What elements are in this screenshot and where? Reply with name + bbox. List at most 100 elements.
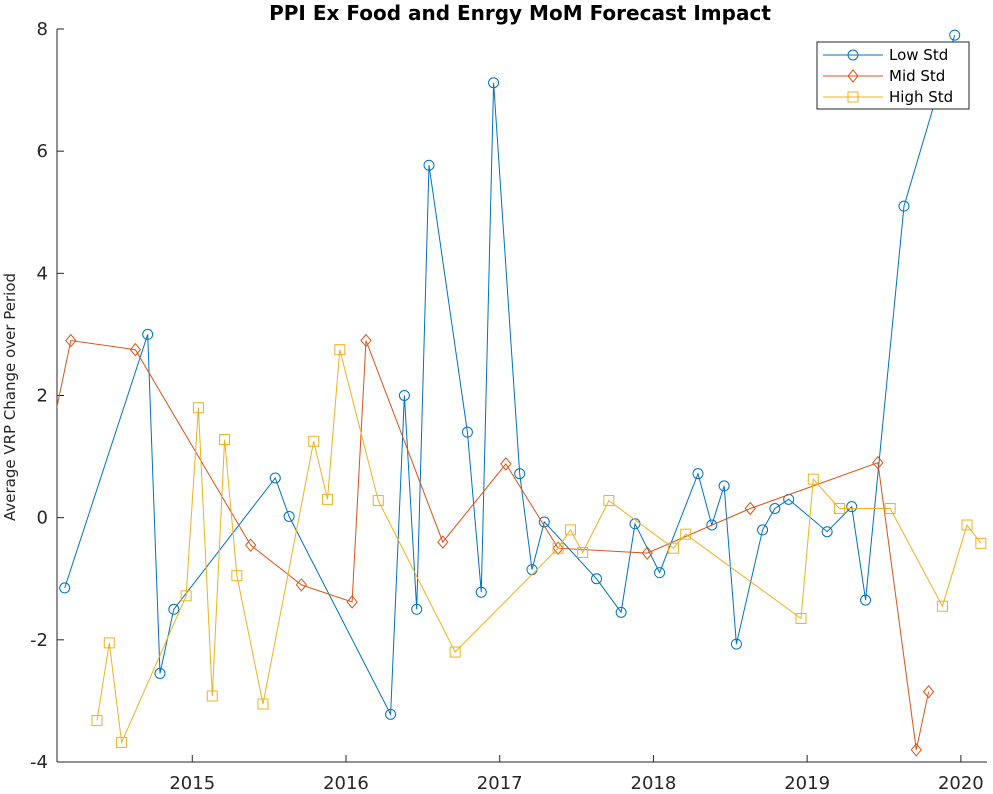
- data-point: [860, 594, 872, 606]
- data-point: [564, 524, 576, 536]
- data-point: [40, 460, 50, 472]
- data-point: [718, 480, 730, 492]
- data-point: [641, 546, 653, 560]
- data-point: [461, 426, 473, 438]
- axes: -4 -2 0 2 4 6 8 2015 2016 2017 2018 2019 2020: [30, 19, 987, 794]
- y-tick-label: -4: [30, 752, 48, 773]
- data-point: [245, 538, 257, 552]
- data-point: [706, 519, 718, 531]
- data-point: [219, 433, 231, 445]
- data-point: [411, 603, 423, 615]
- data-point: [116, 736, 128, 748]
- data-point: [514, 468, 526, 480]
- data-point: [488, 77, 500, 89]
- y-tick-label: 6: [37, 141, 48, 162]
- data-point: [385, 708, 397, 720]
- data-point: [922, 684, 935, 699]
- data-point: [884, 503, 896, 515]
- data-point: [449, 646, 461, 658]
- y-tick-label: -2: [30, 630, 48, 651]
- x-tick-label: 2020: [938, 773, 984, 794]
- data-point: [295, 578, 308, 592]
- data-point: [603, 495, 615, 507]
- data-point: [795, 612, 807, 624]
- data-point: [206, 690, 218, 702]
- data-point: [730, 638, 742, 650]
- data-point: [103, 637, 115, 649]
- data-point: [500, 457, 512, 471]
- data-point: [949, 29, 961, 41]
- data-point: [577, 546, 589, 558]
- y-tick-label: 0: [37, 508, 48, 529]
- y-tick-label: 8: [37, 19, 48, 40]
- x-tick-label: 2019: [784, 773, 830, 794]
- data-point: [552, 542, 564, 554]
- series-high-std: [91, 344, 987, 748]
- series-line: [57, 339, 930, 750]
- data-point: [180, 590, 192, 602]
- data-point: [168, 603, 180, 615]
- series-low-std: [59, 29, 961, 720]
- data-point: [692, 468, 704, 480]
- data-point: [398, 390, 410, 401]
- data-point: [591, 573, 603, 585]
- data-point: [322, 493, 334, 505]
- x-tick-label: 2015: [169, 773, 215, 794]
- x-tick-label: 2016: [323, 773, 369, 794]
- legend-marker: [847, 49, 859, 61]
- data-point: [475, 586, 487, 598]
- y-tick-label: 2: [37, 386, 48, 407]
- x-tick-label: 2017: [477, 773, 523, 794]
- data-point: [437, 535, 449, 549]
- data-point: [423, 159, 435, 171]
- legend-marker: [847, 91, 859, 103]
- data-point: [769, 503, 781, 515]
- data-point: [360, 333, 372, 348]
- data-point: [59, 582, 71, 594]
- data-point: [807, 473, 819, 485]
- data-point: [757, 524, 769, 536]
- data-point: [910, 743, 922, 757]
- y-tick-label: 4: [37, 263, 48, 284]
- data-point: [833, 503, 845, 515]
- legend: Low Std Mid Std High Std: [816, 41, 970, 110]
- data-point: [308, 435, 320, 447]
- data-point: [898, 200, 910, 212]
- data-point: [936, 600, 948, 612]
- data-point: [680, 528, 692, 540]
- data-point: [269, 472, 281, 484]
- series-line: [64, 34, 956, 717]
- data-point: [846, 501, 858, 513]
- data-point: [231, 570, 243, 582]
- legend-label: High Std: [889, 88, 953, 106]
- data-point: [283, 510, 295, 522]
- data-point: [961, 519, 973, 531]
- data-point: [552, 541, 564, 555]
- data-point: [346, 595, 358, 609]
- data-point: [538, 516, 550, 528]
- data-point: [821, 526, 833, 538]
- data-point: [667, 542, 679, 554]
- data-point: [975, 537, 987, 549]
- data-point: [91, 714, 103, 726]
- chart-title: PPI Ex Food and Enrgy MoM Forecast Impac…: [269, 1, 771, 25]
- legend-marker: [847, 69, 859, 83]
- data-point: [654, 567, 666, 579]
- y-axis-label: Average VRP Change over Period: [1, 273, 19, 521]
- series-line: [96, 349, 982, 745]
- legend-label: Mid Std: [889, 67, 945, 85]
- data-point: [142, 328, 154, 340]
- data-point: [872, 455, 884, 470]
- data-point: [372, 495, 384, 507]
- data-point: [65, 333, 77, 348]
- data-point: [615, 606, 627, 618]
- data-point: [192, 402, 204, 414]
- data-point: [257, 698, 269, 710]
- x-tick-label: 2018: [631, 773, 677, 794]
- data-point: [744, 501, 756, 516]
- data-point: [334, 344, 346, 356]
- legend-label: Low Std: [889, 46, 948, 64]
- data-point: [154, 667, 166, 679]
